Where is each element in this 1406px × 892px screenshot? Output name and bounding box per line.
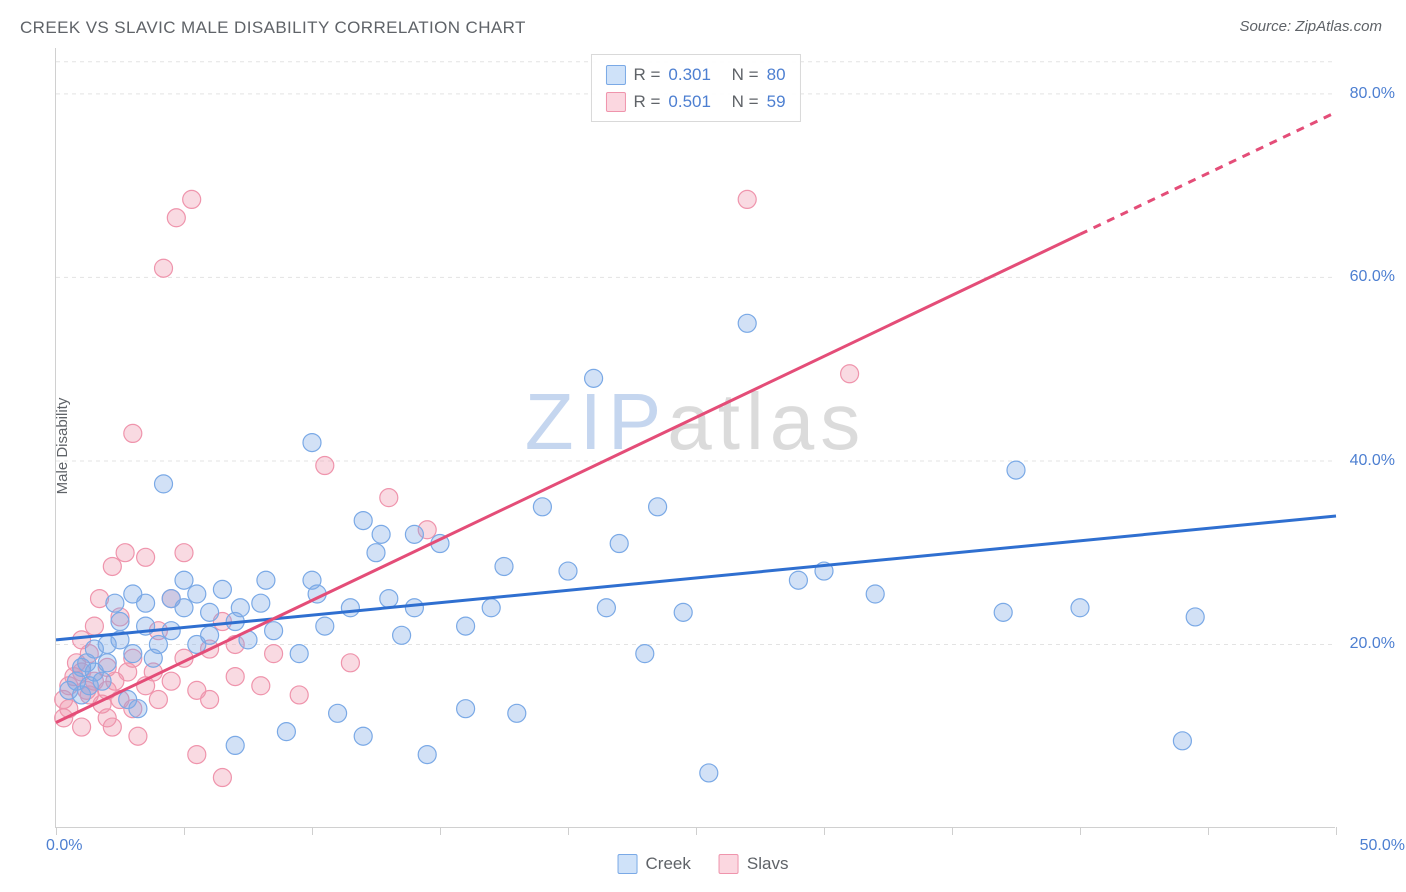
plot-area: ZIPatlas R = 0.301 N = 80 R = 0.501 N = … [55,48,1335,828]
y-tick-label: 20.0% [1350,635,1395,653]
creek-swatch-icon [618,854,638,874]
trend-line-dashed [1080,112,1336,234]
lines-layer [56,48,1335,827]
r-label: R = [633,88,660,115]
trend-line [56,234,1080,722]
legend-label: Slavs [747,854,789,874]
n-label: N = [732,61,759,88]
stats-legend-row-creek: R = 0.301 N = 80 [605,61,785,88]
x-tick [952,827,953,835]
x-tick [56,827,57,835]
x-tick [568,827,569,835]
y-tick-label: 40.0% [1350,452,1395,470]
creek-swatch-icon [605,65,625,85]
stats-legend-row-slavs: R = 0.501 N = 59 [605,88,785,115]
x-tick [184,827,185,835]
x-min-label: 0.0% [46,837,82,855]
source-attribution: Source: ZipAtlas.com [1239,18,1382,35]
x-tick [440,827,441,835]
r-value: 0.501 [668,88,711,115]
x-max-label: 50.0% [1360,837,1405,855]
slavs-swatch-icon [605,92,625,112]
series-legend: Creek Slavs [618,854,789,874]
n-value: 80 [767,61,786,88]
x-tick [824,827,825,835]
legend-item-creek: Creek [618,854,691,874]
r-label: R = [633,61,660,88]
n-label: N = [732,88,759,115]
x-tick [1208,827,1209,835]
stats-legend: R = 0.301 N = 80 R = 0.501 N = 59 [590,54,800,122]
legend-label: Creek [646,854,691,874]
n-value: 59 [767,88,786,115]
legend-item-slavs: Slavs [719,854,789,874]
x-tick [1336,827,1337,835]
x-tick [696,827,697,835]
x-tick [1080,827,1081,835]
slavs-swatch-icon [719,854,739,874]
r-value: 0.301 [668,61,711,88]
x-tick [312,827,313,835]
chart-title: CREEK VS SLAVIC MALE DISABILITY CORRELAT… [20,18,526,38]
y-tick-label: 60.0% [1350,268,1395,286]
y-tick-label: 80.0% [1350,85,1395,103]
trend-line [56,516,1336,640]
